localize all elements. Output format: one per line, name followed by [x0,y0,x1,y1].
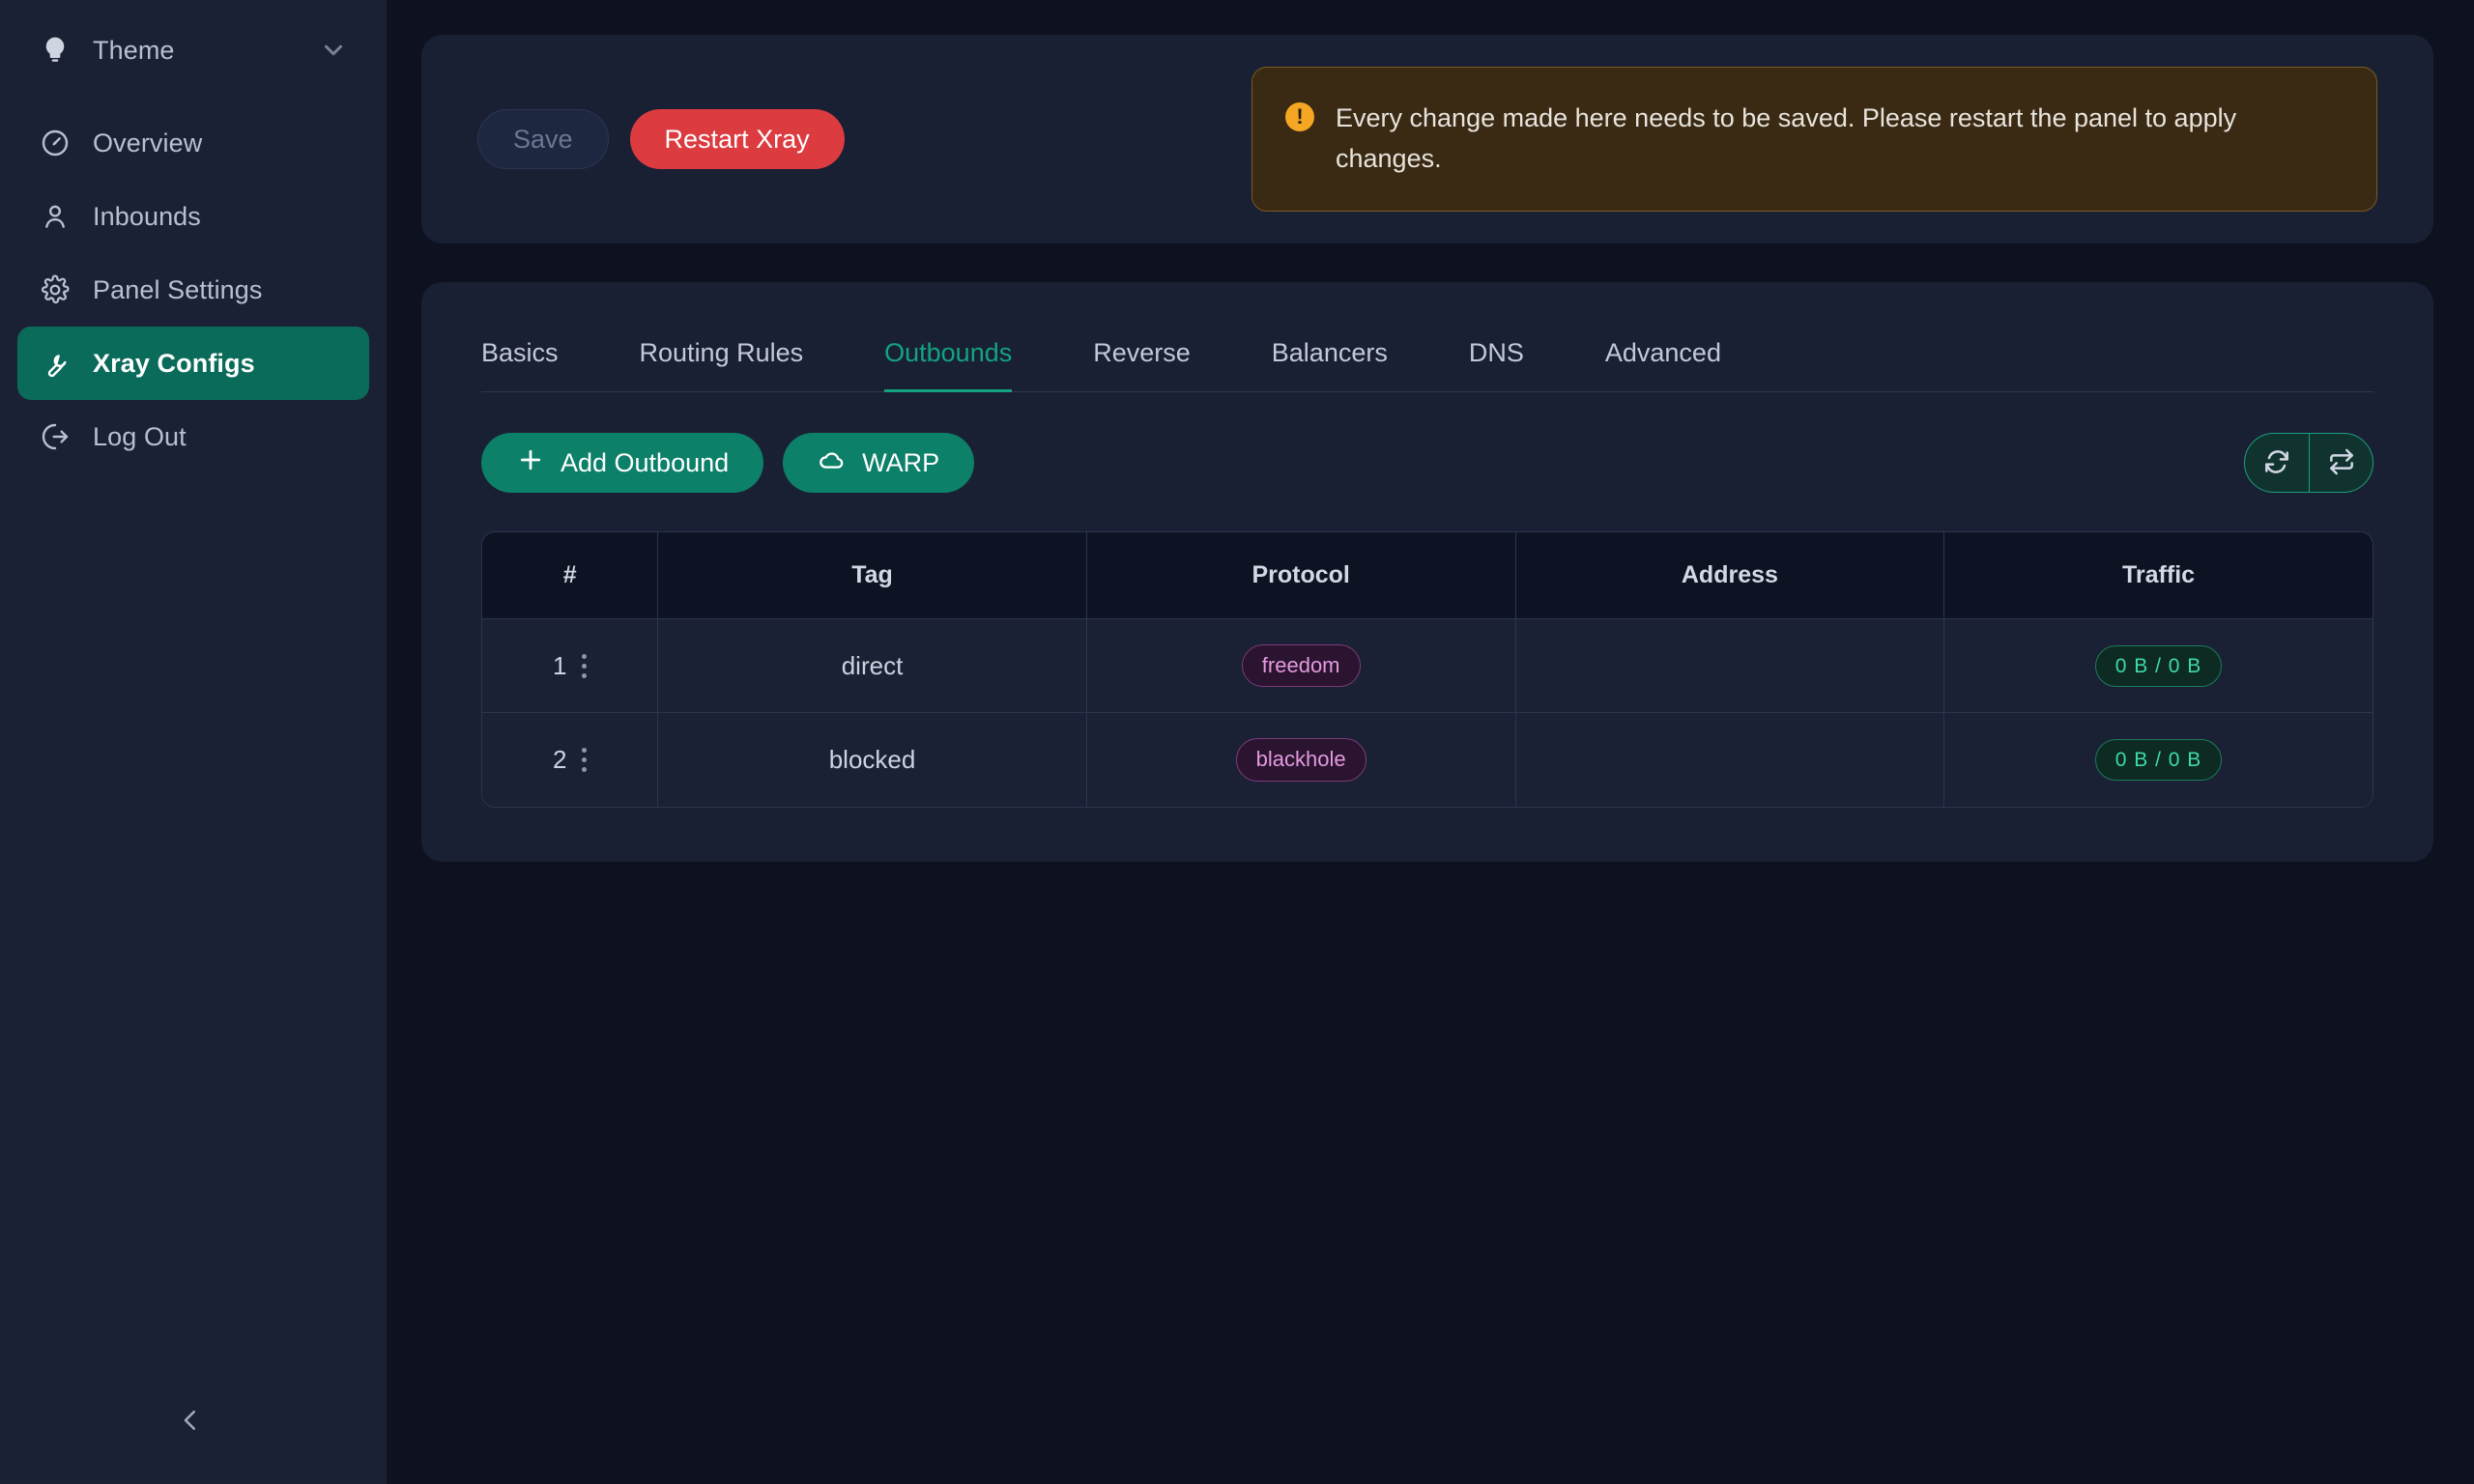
tab-reverse[interactable]: Reverse [1093,338,1191,367]
tab-balancers[interactable]: Balancers [1271,338,1388,367]
gauge-icon [39,127,72,159]
tab-advanced[interactable]: Advanced [1604,338,1721,367]
warning-banner: ! Every change made here needs to be sav… [1251,67,2377,212]
chevron-left-icon [176,1406,205,1440]
sidebar-item-xray-configs[interactable]: Xray Configs [17,327,369,400]
sidebar-item-label: Inbounds [93,201,201,231]
cell-tag: direct [658,619,1087,714]
row-menu-icon[interactable] [582,748,588,773]
sidebar-item-label: Log Out [93,421,187,451]
xray-config-card: Basics Routing Rules Outbounds Reverse B… [421,282,2433,862]
table-row[interactable]: 2 blocked blackhole 0 B / 0 B [482,713,2373,807]
warning-icon: ! [1285,102,1314,132]
column-header-protocol: Protocol [1086,532,1516,619]
table-tools-group [2244,433,2373,493]
sidebar-item-label: Xray Configs [93,348,255,378]
sidebar-item-inbounds[interactable]: Inbounds [17,180,369,253]
column-header-address: Address [1515,532,1945,619]
warning-banner-text: Every change made here needs to be saved… [1336,103,2237,173]
cell-protocol: blackhole [1086,713,1516,807]
traffic-badge: 0 B / 0 B [2094,738,2223,782]
row-number: 2 [552,745,567,775]
action-bar-card: Save Restart Xray ! Every change made he… [421,35,2433,243]
cell-address [1515,713,1945,807]
warp-label: WARP [862,447,940,477]
table-header-row: # Tag Protocol Address Traffic [482,532,2373,619]
table-body: 1 direct freedom 0 B / 0 B [482,619,2373,807]
table-head: # Tag Protocol Address Traffic [482,532,2373,619]
wrench-icon [39,347,72,380]
warp-button[interactable]: WARP [783,433,975,493]
tab-routing-rules[interactable]: Routing Rules [639,338,804,367]
restart-xray-button[interactable]: Restart Xray [629,109,845,169]
refresh-icon [2261,446,2292,480]
cell-traffic: 0 B / 0 B [1944,713,2373,807]
cell-protocol: freedom [1086,619,1516,714]
refresh-button[interactable] [2245,434,2309,492]
row-menu-icon[interactable] [582,653,588,678]
config-tabs: Basics Routing Rules Outbounds Reverse B… [481,315,2373,392]
cell-traffic: 0 B / 0 B [1944,619,2373,714]
add-outbound-button[interactable]: Add Outbound [481,433,764,493]
sidebar-item-theme[interactable]: Theme [17,14,369,87]
plus-icon [516,445,545,481]
logout-icon [39,420,72,453]
cell-tag: blocked [658,713,1087,807]
table-row[interactable]: 1 direct freedom 0 B / 0 B [482,619,2373,714]
sidebar-item-panel-settings[interactable]: Panel Settings [17,253,369,327]
protocol-badge: blackhole [1235,738,1366,782]
traffic-badge: 0 B / 0 B [2094,644,2223,687]
column-header-tag: Tag [658,532,1087,619]
save-button[interactable]: Save [477,109,609,169]
repeat-button[interactable] [2309,434,2373,492]
sidebar-item-label: Theme [93,35,175,65]
sidebar-item-overview[interactable]: Overview [17,106,369,180]
cloud-icon [818,445,847,481]
column-header-index: # [482,532,659,619]
sidebar-item-log-out[interactable]: Log Out [17,400,369,473]
column-header-traffic: Traffic [1944,532,2373,619]
sidebar-item-label: Panel Settings [93,274,263,304]
chevron-down-icon[interactable] [319,36,348,65]
main-content: Save Restart Xray ! Every change made he… [387,0,2474,1484]
cell-address [1515,619,1945,714]
protocol-badge: freedom [1241,644,1361,688]
outbounds-table: # Tag Protocol Address Traffic 1 [481,531,2373,808]
cell-index: 2 [482,713,659,807]
gear-icon [39,273,72,306]
tab-basics[interactable]: Basics [481,338,559,367]
repeat-icon [2326,446,2357,480]
cell-index: 1 [482,619,659,714]
user-icon [39,200,72,233]
sidebar-item-label: Overview [93,128,203,157]
sidebar-collapse-button[interactable] [169,1401,212,1443]
row-number: 1 [552,650,567,680]
tab-dns[interactable]: DNS [1468,338,1524,367]
add-outbound-label: Add Outbound [561,447,730,477]
tab-outbounds[interactable]: Outbounds [884,315,1013,392]
lightbulb-icon [39,34,72,67]
outbound-actions-row: Add Outbound WARP [481,433,2373,493]
sidebar: Theme Overview Inbounds Panel Settings [0,0,387,1484]
